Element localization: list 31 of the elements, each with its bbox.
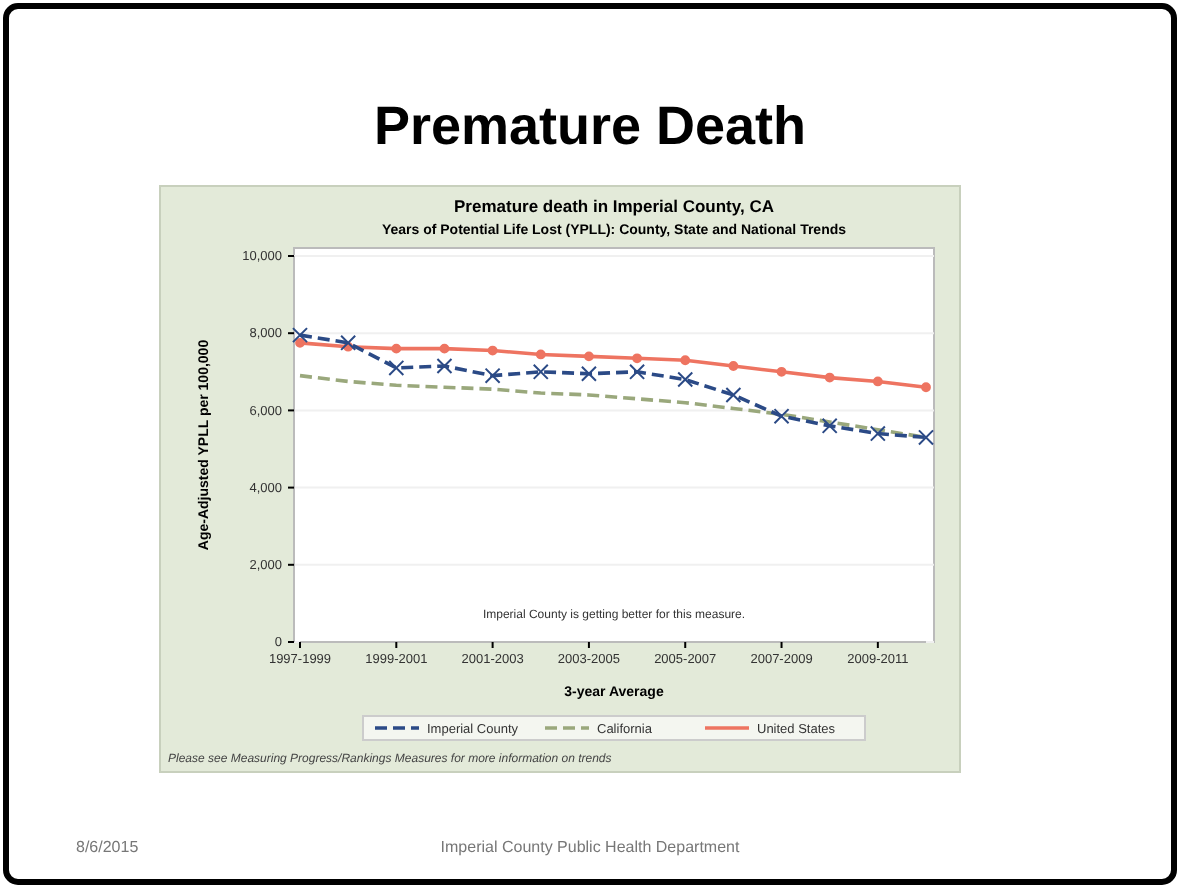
point xyxy=(532,363,549,380)
point xyxy=(340,334,357,351)
point xyxy=(535,349,546,360)
point xyxy=(487,345,498,356)
point xyxy=(436,357,453,375)
point xyxy=(821,417,838,434)
point xyxy=(439,343,450,354)
point xyxy=(484,367,501,384)
chart-title: Premature death in Imperial County, CA xyxy=(454,196,774,216)
point xyxy=(584,351,594,362)
text: 8/6/2015 xyxy=(76,838,140,856)
point xyxy=(917,429,935,446)
point xyxy=(728,361,739,371)
point xyxy=(921,382,931,393)
text: Imperial County Public Health Department xyxy=(440,838,741,856)
point xyxy=(680,355,691,366)
point xyxy=(391,343,402,354)
point xyxy=(295,337,305,348)
point xyxy=(869,425,886,442)
point xyxy=(632,353,642,364)
point xyxy=(388,359,405,376)
point xyxy=(776,366,787,377)
point xyxy=(629,363,646,380)
point xyxy=(291,327,309,344)
point xyxy=(872,376,883,387)
point xyxy=(677,371,694,388)
point xyxy=(773,408,790,425)
point xyxy=(824,372,835,383)
text: Premature Death xyxy=(373,96,807,156)
point xyxy=(725,386,742,403)
point xyxy=(580,365,597,382)
